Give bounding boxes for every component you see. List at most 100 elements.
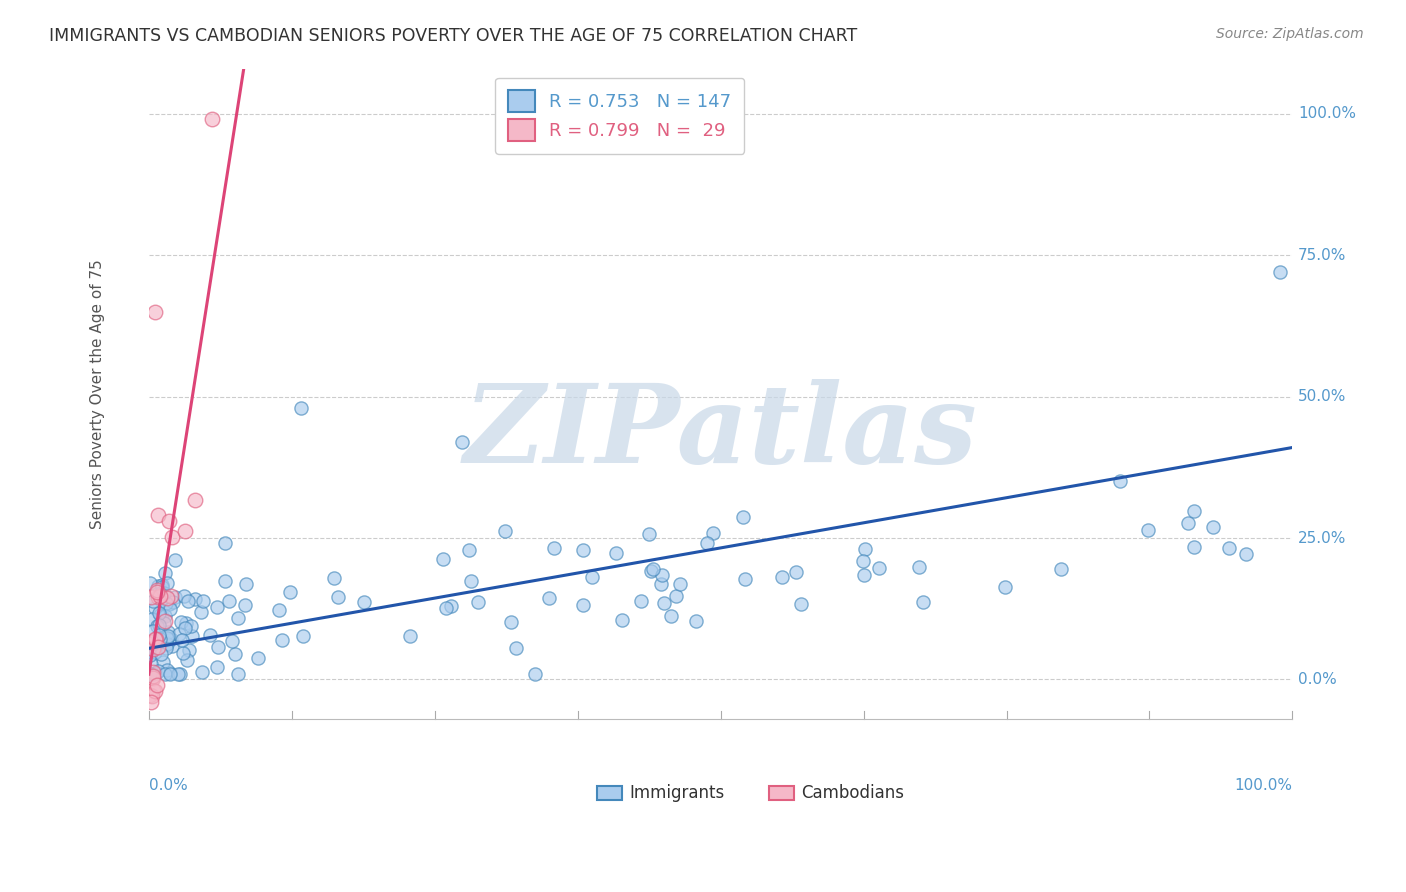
Point [190, 605, 212, 619]
Point [149, 647, 172, 661]
Point [146, 579, 169, 593]
Point [537, 591, 560, 605]
Point [157, 625, 180, 640]
Point [911, 595, 934, 609]
Point [184, 592, 207, 607]
Point [155, 614, 177, 628]
Text: Seniors Poverty Over the Age of 75: Seniors Poverty Over the Age of 75 [90, 259, 105, 529]
Point [1049, 561, 1071, 575]
Point [572, 598, 595, 612]
Point [1202, 520, 1225, 534]
Point [145, 665, 167, 680]
Point [159, 514, 181, 528]
Point [160, 632, 183, 646]
Point [1136, 523, 1159, 537]
Point [153, 666, 176, 681]
Point [1218, 541, 1240, 555]
Point [226, 611, 249, 625]
Point [153, 585, 176, 599]
Point [790, 597, 813, 611]
Point [1234, 547, 1257, 561]
Point [145, 601, 167, 615]
Point [439, 599, 461, 613]
Point [157, 632, 180, 647]
Point [434, 601, 457, 615]
Point [685, 614, 707, 628]
Point [323, 571, 346, 585]
Point [146, 678, 169, 692]
Point [869, 561, 891, 575]
Point [665, 589, 688, 603]
Point [270, 633, 292, 648]
Point [165, 590, 187, 604]
Point [162, 594, 184, 608]
Point [652, 596, 675, 610]
Point [353, 595, 375, 609]
Point [668, 577, 690, 591]
Point [160, 529, 183, 543]
Point [142, 682, 165, 697]
Point [505, 641, 527, 656]
Point [148, 607, 170, 621]
Point [160, 589, 183, 603]
Point [1268, 265, 1291, 279]
Point [174, 621, 197, 635]
Point [142, 666, 165, 681]
Point [146, 664, 169, 678]
Point [169, 666, 191, 681]
Point [150, 586, 173, 600]
Point [190, 665, 212, 679]
Point [150, 578, 173, 592]
Point [142, 669, 165, 683]
Point [494, 524, 516, 538]
Text: Immigrants: Immigrants [628, 783, 724, 802]
Point [141, 690, 163, 704]
Point [146, 640, 169, 654]
Point [170, 615, 193, 629]
Point [638, 526, 661, 541]
Point [145, 639, 167, 653]
Point [141, 612, 163, 626]
Point [149, 608, 172, 623]
Point [169, 627, 191, 641]
Point [145, 619, 167, 633]
Point [142, 671, 165, 685]
Point [702, 525, 724, 540]
Point [734, 572, 756, 586]
Point [221, 634, 243, 648]
Point [233, 598, 256, 612]
Point [659, 608, 682, 623]
Point [581, 569, 603, 583]
Point [142, 624, 165, 639]
Point [184, 492, 207, 507]
Point [1182, 540, 1205, 554]
Point [643, 562, 665, 576]
Point [432, 552, 454, 566]
Text: ZIPatlas: ZIPatlas [464, 379, 977, 486]
Point [139, 689, 162, 703]
Point [155, 566, 177, 581]
Point [143, 304, 166, 318]
Point [159, 665, 181, 680]
Point [156, 637, 179, 651]
Point [1109, 474, 1132, 488]
Point [994, 580, 1017, 594]
Point [651, 567, 673, 582]
Point [153, 608, 176, 623]
Point [160, 639, 183, 653]
Point [148, 632, 170, 647]
Point [291, 629, 314, 643]
Point [908, 560, 931, 574]
Point [177, 643, 200, 657]
Point [146, 585, 169, 599]
Point [173, 589, 195, 603]
Point [630, 594, 652, 608]
Point [156, 575, 179, 590]
Point [148, 589, 170, 603]
Text: Source: ZipAtlas.com: Source: ZipAtlas.com [1216, 27, 1364, 41]
Point [180, 619, 202, 633]
Point [176, 594, 198, 608]
Point [142, 641, 165, 656]
Point [143, 683, 166, 698]
FancyBboxPatch shape [598, 786, 623, 800]
